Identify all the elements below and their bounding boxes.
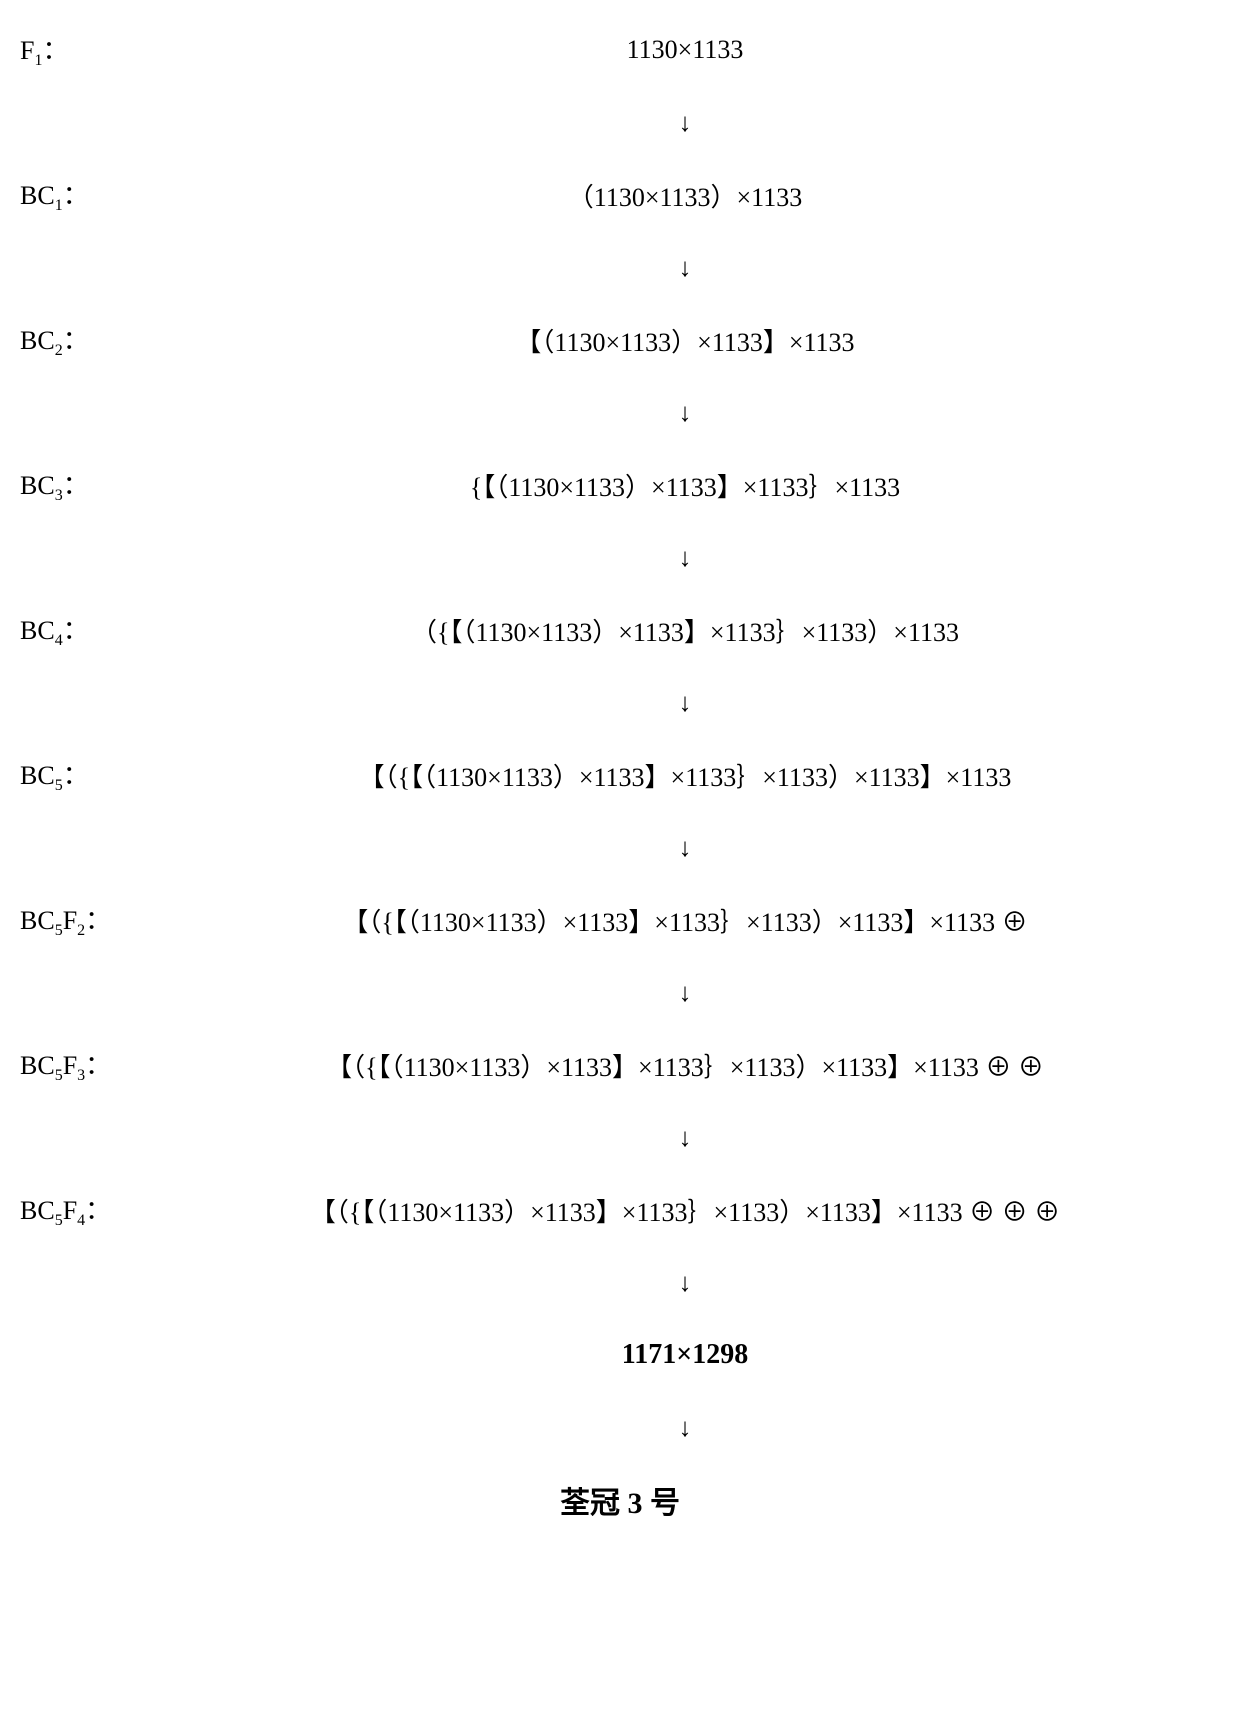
down-arrow-icon: ↓	[150, 978, 1220, 1008]
arrow-row: ↓	[20, 660, 1220, 745]
generation-row: BC5F4： 【（{【（1130×1133）×1133】×1133｝×1133）…	[20, 1180, 1220, 1240]
arrow-row: ↓	[20, 80, 1220, 165]
generation-label: BC1：	[20, 175, 150, 215]
generation-label: BC3：	[20, 465, 150, 505]
generation-row: BC5： 【（{【（1130×1133）×1133】×1133｝×1133）×1…	[20, 745, 1220, 805]
down-arrow-icon: ↓	[150, 108, 1220, 138]
generation-label: BC5F4：	[20, 1190, 150, 1230]
arrow-row: ↓	[20, 225, 1220, 310]
arrow-row: ↓	[20, 805, 1220, 890]
final-cross-row: 1171×1298	[20, 1325, 1220, 1385]
generation-content: 【（{【（1130×1133）×1133】×1133｝×1133）×1133】×…	[150, 1192, 1220, 1229]
down-arrow-icon: ↓	[150, 1268, 1220, 1298]
result-row: 荃冠 3 号	[20, 1470, 1220, 1530]
generation-content: （1130×1133）×1133	[150, 177, 1220, 214]
generation-content: 【（{【（1130×1133）×1133】×1133｝×1133）×1133】×…	[150, 757, 1220, 794]
generation-label: BC5F3：	[20, 1045, 150, 1085]
generation-row: BC5F2： 【（{【（1130×1133）×1133】×1133｝×1133）…	[20, 890, 1220, 950]
down-arrow-icon: ↓	[150, 253, 1220, 283]
generation-content: 1130×1133	[150, 35, 1220, 65]
generation-row: BC1： （1130×1133）×1133	[20, 165, 1220, 225]
arrow-row: ↓	[20, 1095, 1220, 1180]
breeding-diagram: F1： 1130×1133 ↓ BC1： （1130×1133）×1133 ↓ …	[20, 20, 1220, 1530]
generation-content: 【（1130×1133）×1133】×1133	[150, 322, 1220, 359]
down-arrow-icon: ↓	[150, 543, 1220, 573]
generation-row: F1： 1130×1133	[20, 20, 1220, 80]
arrow-row: ↓	[20, 515, 1220, 600]
generation-content: {【（1130×1133）×1133】×1133｝×1133	[150, 467, 1220, 504]
generation-label: BC2：	[20, 320, 150, 360]
arrow-row: ↓	[20, 370, 1220, 455]
generation-row: BC2： 【（1130×1133）×1133】×1133	[20, 310, 1220, 370]
down-arrow-icon: ↓	[150, 1413, 1220, 1443]
result-name: 荃冠 3 号	[20, 1478, 1220, 1522]
down-arrow-icon: ↓	[150, 688, 1220, 718]
arrow-row: ↓	[20, 1240, 1220, 1325]
final-cross: 1171×1298	[150, 1339, 1220, 1371]
generation-label: BC5F2：	[20, 900, 150, 940]
generation-row: BC5F3： 【（{【（1130×1133）×1133】×1133｝×1133）…	[20, 1035, 1220, 1095]
generation-label: F1：	[20, 30, 150, 70]
generation-row: BC3： {【（1130×1133）×1133】×1133｝×1133	[20, 455, 1220, 515]
generation-label: BC4：	[20, 610, 150, 650]
generation-content: （{【（1130×1133）×1133】×1133｝×1133）×1133	[150, 612, 1220, 649]
generation-label: BC5：	[20, 755, 150, 795]
arrow-row: ↓	[20, 950, 1220, 1035]
generation-content: 【（{【（1130×1133）×1133】×1133｝×1133）×1133】×…	[150, 902, 1220, 939]
generation-content: 【（{【（1130×1133）×1133】×1133｝×1133）×1133】×…	[150, 1047, 1220, 1084]
down-arrow-icon: ↓	[150, 1123, 1220, 1153]
arrow-row: ↓	[20, 1385, 1220, 1470]
generation-row: BC4： （{【（1130×1133）×1133】×1133｝×1133）×11…	[20, 600, 1220, 660]
down-arrow-icon: ↓	[150, 833, 1220, 863]
down-arrow-icon: ↓	[150, 398, 1220, 428]
